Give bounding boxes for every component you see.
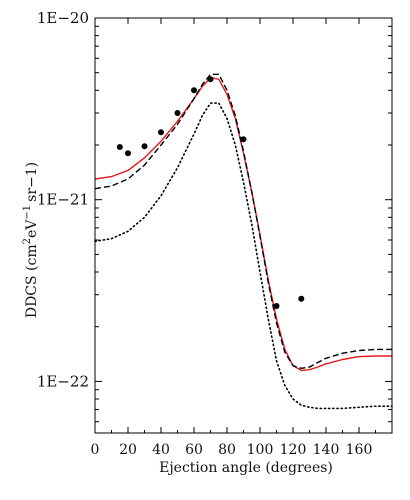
data-point [174, 110, 181, 116]
series-line-dotted-black [94, 102, 393, 410]
x-tick-label: 20 [119, 442, 137, 458]
data-point [298, 295, 305, 302]
y-axis-title-prefix: DDCS (cm [24, 244, 40, 318]
x-axis: 0 20 40 60 80 100 120 140 160 [91, 18, 376, 458]
y-axis-title: DDCS (cm2eV−1 sr−1) [22, 162, 40, 318]
plot-area [94, 73, 393, 410]
data-point [207, 76, 214, 83]
series-line-dashed-black [94, 73, 392, 369]
y-axis-title-exp2: −1 [22, 205, 33, 220]
x-tick-label: 60 [185, 442, 203, 458]
x-tick-label: 40 [152, 442, 170, 458]
x-axis-title: Ejection angle (degrees) [159, 460, 333, 476]
y-axis-title-suffix: sr−1) [24, 162, 40, 202]
x-tick-label: 100 [247, 442, 274, 458]
data-point [273, 303, 280, 309]
x-tick-label: 120 [280, 442, 307, 458]
x-tick-label: 80 [218, 442, 236, 458]
data-point [158, 129, 164, 136]
data-point [141, 143, 148, 150]
x-tick-label: 140 [313, 442, 340, 458]
y-axis-title-mid: eV [24, 219, 40, 238]
y-axis: 1E−22 1E−21 1E−20 [37, 9, 392, 423]
data-point [240, 136, 247, 143]
y-tick-label: 1E−21 [37, 191, 89, 209]
data-point [125, 150, 131, 157]
data-point [191, 87, 197, 94]
y-tick-label: 1E−20 [37, 9, 89, 27]
data-point [116, 144, 123, 150]
x-tick-label: 0 [91, 442, 100, 458]
y-axis-title-exp1: 2 [22, 238, 33, 244]
y-tick-label: 1E−22 [37, 372, 89, 390]
x-tick-label: 160 [346, 442, 373, 458]
